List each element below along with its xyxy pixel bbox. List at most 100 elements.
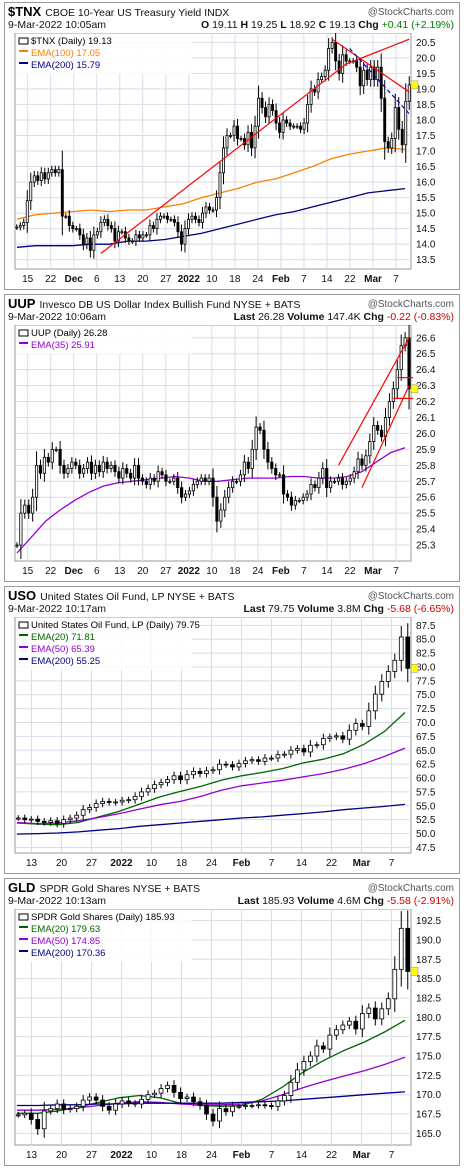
candle-body [176, 222, 180, 233]
candle-body [158, 215, 162, 220]
y-tick-label: 52.5 [416, 815, 436, 826]
candle-body [184, 774, 190, 781]
y-tick-label: 60.0 [416, 774, 436, 785]
candle-body [120, 231, 124, 234]
candle-body [372, 1007, 378, 1020]
candle-body [93, 803, 99, 808]
candle-body [301, 1061, 307, 1071]
trendline [345, 38, 410, 65]
y-tick-label: 172.5 [416, 1071, 441, 1082]
candle-body [32, 175, 36, 183]
summary-chg: -5.58 (-2.91%) [386, 895, 454, 907]
candle-body [171, 1085, 177, 1093]
candle-body [27, 504, 31, 514]
candle-body [74, 461, 78, 466]
candle-body [314, 744, 320, 747]
y-tick-label: 80.0 [416, 662, 436, 673]
x-tick-label: 13 [114, 566, 126, 577]
legend-entry: EMA(35) 25.91 [31, 340, 95, 351]
candles [15, 325, 411, 560]
candle-body [158, 782, 164, 786]
candle-body [42, 456, 46, 474]
candle-body [113, 1103, 118, 1111]
x-tick-label: 7 [269, 858, 275, 869]
chart-header: UUP Invesco DB US Dollar Index Bullish Fu… [8, 295, 456, 325]
candle-body [253, 125, 257, 149]
candle-body [25, 200, 29, 223]
candle-body [266, 448, 270, 463]
candle-body [99, 222, 103, 233]
summary-last: 26.28 [258, 311, 285, 323]
candle-body [92, 234, 96, 251]
candle-body [70, 461, 74, 469]
x-tick-label: 2022 [178, 566, 201, 577]
y-tick-label: 18.0 [416, 115, 436, 126]
candle-body [392, 968, 398, 1000]
candle-body [53, 169, 57, 174]
x-tick-label: 27 [160, 566, 172, 577]
candle-body [405, 636, 411, 669]
candle-body [383, 97, 387, 143]
symbol: GLD [8, 880, 36, 895]
candle-body [356, 458, 360, 473]
candle-body [301, 748, 307, 753]
candle-body [274, 110, 278, 124]
candle-body [341, 54, 345, 74]
candle-body [231, 480, 235, 489]
chart-panel-tnx: $TNX CBOE 10-Year US Treasury Yield INDX @… [4, 2, 460, 290]
candle-body [54, 1103, 60, 1110]
summary-last: 79.75 [268, 603, 295, 615]
candle-body [172, 477, 176, 482]
candle-body [336, 477, 341, 482]
x-tick-label: 20 [137, 566, 149, 577]
candle-body [197, 1101, 203, 1106]
candle-body [144, 480, 148, 485]
candle-body [187, 490, 192, 495]
candle-body [340, 477, 344, 485]
candle-body [260, 97, 264, 108]
y-tick-label: 175.0 [416, 1052, 441, 1063]
candle-body [113, 464, 117, 473]
candle-body [352, 471, 356, 479]
candle-body [126, 799, 131, 802]
summary-c: 19.13 [329, 19, 356, 31]
candle-body [230, 1105, 235, 1113]
candle-body [15, 817, 21, 820]
candle-body [203, 477, 207, 482]
candle-body [93, 464, 97, 474]
candle-body [74, 1105, 80, 1110]
candle-body [78, 228, 82, 236]
y-tick-label: 165.0 [416, 1129, 441, 1140]
candle-body [353, 1020, 359, 1030]
candle-body [113, 801, 118, 804]
candle-body [15, 544, 19, 547]
candle-body [332, 480, 337, 483]
candle-body [48, 820, 54, 823]
candle-body [139, 1098, 144, 1105]
last-price-marker [410, 80, 419, 90]
candle-body [54, 820, 60, 824]
trendline [349, 48, 410, 115]
candle-body [309, 88, 313, 105]
candle-body [399, 345, 403, 371]
y-tick-label: 25.8 [416, 461, 436, 472]
exchange: NYSE + BATS [167, 591, 235, 603]
legend-swatch [19, 938, 28, 940]
x-tick-label: 14 [321, 566, 333, 577]
candle-body [152, 784, 157, 789]
candle-body [80, 1099, 86, 1107]
candle-body [365, 69, 369, 80]
candle-body [36, 175, 40, 181]
security-title: CBOE 10-Year US Treasury Yield [45, 7, 202, 19]
candle-body [295, 125, 299, 128]
candle-body [197, 770, 203, 774]
candle-body [183, 493, 188, 498]
candle-body [292, 125, 296, 128]
candle-body [278, 122, 282, 133]
y-tick-label: 17.5 [416, 131, 436, 142]
x-tick-label: 27 [86, 858, 98, 869]
y-tick-label: 170.0 [416, 1090, 441, 1101]
candle-body [242, 461, 246, 476]
last-price-marker [410, 664, 419, 673]
